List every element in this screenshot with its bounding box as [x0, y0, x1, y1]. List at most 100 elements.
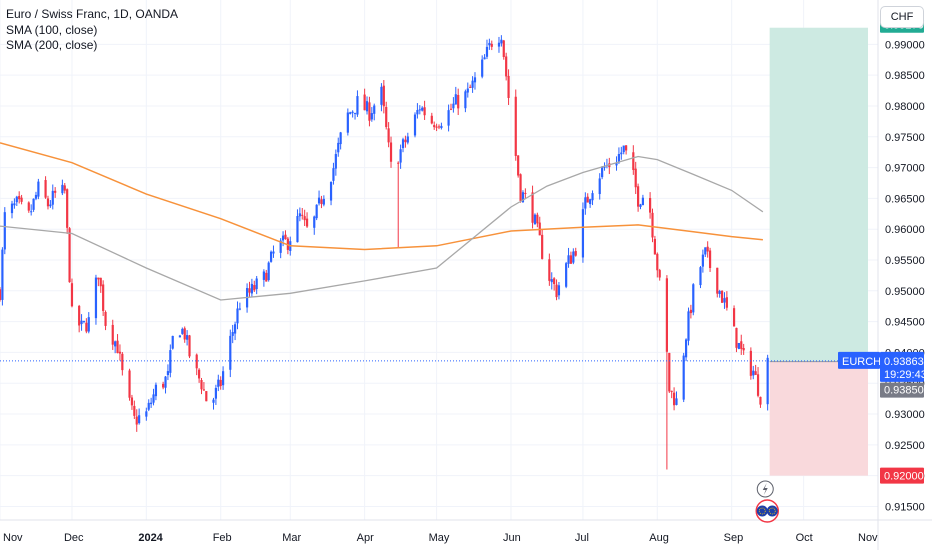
candle-body	[236, 308, 239, 324]
candle-body	[649, 198, 652, 213]
candle-body	[653, 238, 657, 255]
price-tick-label: 0.98000	[885, 101, 925, 113]
symbol-tag-bg	[838, 351, 880, 369]
price-tick-label: 0.94500	[885, 317, 925, 329]
candle-body	[87, 317, 90, 332]
event-markers[interactable]	[755, 480, 780, 523]
candle-body	[567, 255, 570, 264]
candle-body	[382, 85, 385, 107]
candle-body	[80, 320, 83, 325]
sma100-legend[interactable]: SMA (100, close)	[6, 22, 98, 37]
candle-body	[514, 96, 517, 156]
candle-body	[34, 194, 38, 199]
stop-price-tag: 0.92000	[884, 471, 924, 483]
candle-body	[147, 402, 150, 410]
candle-body	[675, 398, 678, 405]
candle-body	[269, 251, 273, 262]
moving-averages	[0, 142, 764, 301]
candle-body	[332, 168, 335, 181]
candle-body	[531, 192, 534, 223]
candle-body	[586, 196, 589, 203]
candle-body	[68, 228, 71, 283]
candle-body	[749, 350, 752, 376]
candle-body	[339, 132, 342, 145]
time-tick-label: Jun	[503, 532, 521, 544]
candle-body	[214, 387, 218, 399]
candle-body	[684, 339, 688, 358]
candle-body	[15, 196, 18, 203]
candle-body	[94, 277, 98, 319]
candle-body	[454, 94, 457, 105]
candle-body	[397, 162, 400, 164]
candle-body	[219, 379, 222, 387]
candle-body	[301, 214, 304, 216]
price-scale[interactable]: 0.99000 0.98500 0.98000 0.97500 0.97000 0.965…	[877, 0, 925, 550]
candle-body	[329, 181, 333, 201]
candle-body	[615, 163, 618, 166]
candle-body	[656, 253, 659, 271]
candle-body	[202, 389, 206, 391]
candle-body	[672, 392, 676, 406]
candle-body	[500, 39, 503, 44]
candle-body	[313, 216, 316, 228]
candle-body	[78, 305, 81, 326]
time-tick-label: 2024	[138, 532, 163, 544]
time-tick-label: Nov	[858, 532, 878, 544]
flag-stars	[768, 507, 776, 515]
candle-body	[121, 353, 124, 371]
candle-body	[150, 402, 153, 405]
time-tick-label: Aug	[649, 532, 669, 544]
candle-body	[305, 218, 309, 227]
candle-body	[404, 139, 407, 143]
candle-body	[1, 249, 4, 300]
candle-body	[317, 197, 321, 204]
loss-zone	[769, 361, 868, 476]
candle-body	[550, 279, 553, 283]
candle-body	[334, 154, 337, 169]
candle-body	[473, 77, 477, 83]
candle-body	[85, 322, 88, 332]
candle-body	[102, 284, 105, 311]
candle-body	[265, 272, 268, 282]
sma200-line	[0, 142, 763, 251]
candle-body	[51, 190, 54, 205]
price-tick-label: 0.96500	[885, 193, 925, 205]
symbol-title[interactable]: Euro / Swiss Franc, 1D, OANDA	[6, 7, 179, 21]
candle-body	[322, 198, 325, 205]
candle-body	[54, 190, 57, 193]
candle-body	[186, 335, 189, 340]
candle-body	[188, 335, 191, 357]
candle-body	[505, 56, 508, 77]
sma200-legend[interactable]: SMA (200, close)	[6, 38, 98, 52]
time-tick-label: Mar	[282, 532, 301, 544]
time-tick-label: Nov	[3, 532, 23, 544]
candle-body	[483, 57, 486, 60]
candle-body	[145, 411, 148, 417]
time-tick-label: Jul	[575, 532, 589, 544]
candle-body	[725, 297, 728, 308]
candle-body	[181, 328, 184, 334]
candle-body	[759, 396, 762, 405]
candle-body	[346, 112, 349, 133]
price-tick-label: 0.98500	[885, 70, 925, 82]
currency-button[interactable]: CHF	[880, 6, 924, 28]
candle-body	[30, 211, 33, 213]
candle-body	[118, 351, 122, 354]
long-position-tool[interactable]	[769, 27, 868, 476]
eu-flag-icon	[766, 505, 778, 517]
candle-body	[423, 107, 426, 116]
candle-body	[152, 394, 155, 403]
candle-body	[10, 203, 14, 214]
candle-body	[622, 145, 625, 153]
candle-body	[732, 308, 736, 327]
time-scale[interactable]: Nov Dec 2024 Feb Mar Apr May Jun Jul Aug Sep Oct Nov	[0, 519, 932, 544]
candle-body	[365, 101, 369, 112]
candle-body	[572, 251, 575, 263]
candle-body	[281, 235, 285, 241]
profit-zone	[769, 27, 868, 362]
candle-body	[471, 80, 474, 88]
symbol-tag: EURCHF	[842, 356, 888, 368]
candle-body	[584, 197, 587, 209]
candle-body	[440, 125, 443, 129]
